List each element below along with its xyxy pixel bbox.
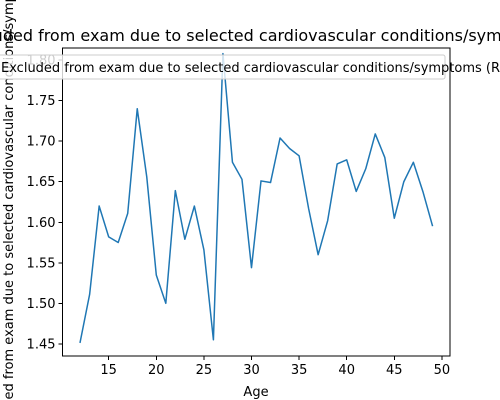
series-line [79, 52, 434, 344]
legend-box [0, 54, 446, 80]
legend: Excluded from exam due to selected cardi… [0, 54, 500, 80]
x-tick-label: 15 [100, 363, 117, 378]
y-axis-title: Excluded from exam due to selected cardi… [2, 0, 17, 400]
x-tick-label: 20 [148, 363, 165, 378]
axes-layer [62, 47, 451, 357]
legend-label: Excluded from exam due to selected cardi… [1, 61, 500, 76]
x-tick-label: 30 [243, 363, 260, 378]
y-axis-ticks: 1.451.501.551.601.651.701.751.80 [27, 54, 63, 352]
x-tick-label: 25 [196, 363, 213, 378]
y-tick-label: 1.55 [27, 256, 56, 271]
y-tick-label: 1.50 [27, 297, 56, 312]
x-axis-ticks: 15 20 25 30 35 40 45 50 [100, 356, 450, 378]
y-tick-label: 1.75 [27, 94, 56, 109]
chart-title: Excluded from exam due to selected cardi… [0, 26, 500, 45]
x-tick-label: 50 [434, 363, 451, 378]
y-tick-label: 1.45 [27, 337, 56, 352]
x-axis-title: Age [243, 385, 268, 400]
plot-area: 15 20 25 30 35 40 45 50 1.45 1.50 1.55 1.60 1.65 1.7… [27, 47, 451, 378]
x-tick-label: 35 [291, 363, 308, 378]
y-tick-label: 1.70 [27, 135, 56, 150]
y-tick-label: 1.60 [27, 216, 56, 231]
series-layer [79, 52, 434, 344]
x-tick-label: 45 [386, 363, 403, 378]
axes-frame [62, 47, 451, 357]
y-tick-label: 1.65 [27, 175, 56, 190]
x-tick-label: 40 [338, 363, 355, 378]
